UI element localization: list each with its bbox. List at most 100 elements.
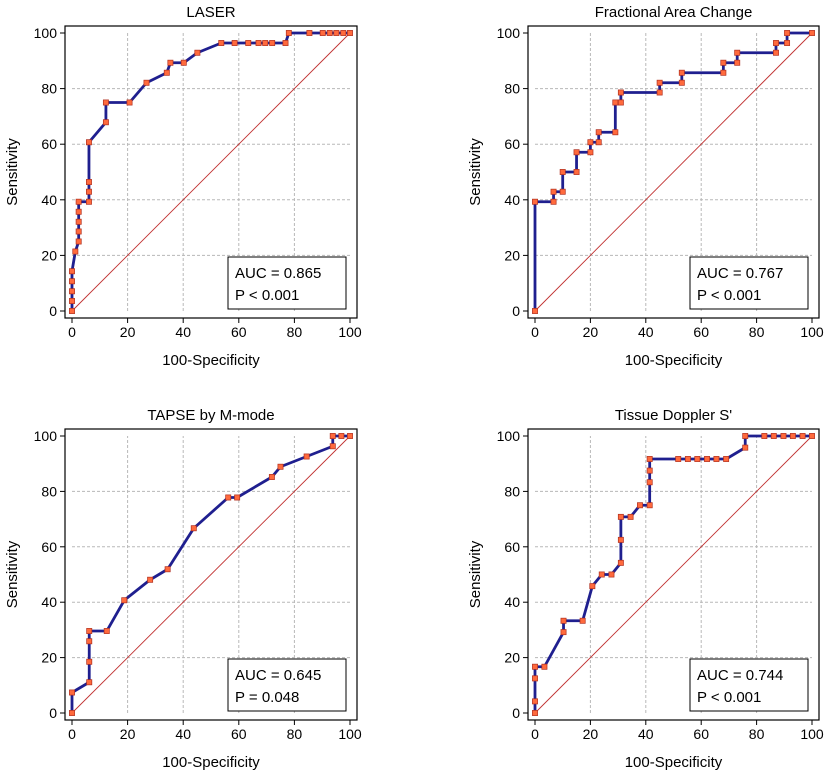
roc-point — [550, 198, 557, 205]
roc-point — [121, 597, 128, 604]
y-tick-label: 0 — [512, 303, 520, 319]
y-tick-label: 60 — [41, 136, 57, 152]
roc-point — [234, 494, 241, 501]
x-tick-label: 80 — [287, 726, 303, 742]
roc-point — [587, 139, 594, 146]
roc-point — [86, 679, 93, 686]
roc-point — [319, 30, 326, 36]
x-tick-label: 100 — [800, 324, 824, 340]
roc-point — [69, 689, 75, 696]
auc-value: AUC = 0.767 — [697, 265, 783, 282]
roc-point — [704, 456, 710, 462]
roc-point — [789, 433, 796, 439]
roc-point — [167, 59, 174, 66]
roc-point — [770, 433, 777, 439]
roc-point — [143, 79, 150, 86]
chart-title: TAPSE by M-mode — [147, 407, 274, 424]
y-tick-label: 40 — [41, 192, 57, 208]
x-tick-label: 80 — [749, 726, 765, 742]
roc-point — [269, 40, 276, 46]
roc-point — [809, 433, 815, 439]
x-tick-label: 60 — [231, 324, 247, 340]
roc-point — [595, 129, 602, 136]
roc-point — [773, 49, 779, 56]
roc-point — [86, 188, 92, 195]
y-tick-label: 100 — [497, 428, 521, 444]
roc-point — [338, 433, 345, 439]
y-axis-label: Sensitivity — [467, 540, 484, 608]
roc-point — [637, 502, 643, 509]
roc-point — [340, 30, 347, 36]
roc-point — [69, 710, 75, 716]
roc-point — [532, 308, 538, 314]
roc-point — [75, 208, 82, 215]
y-tick-label: 80 — [41, 81, 57, 97]
y-tick-label: 100 — [497, 25, 521, 41]
roc-panel-fractional-area-change: Fractional Area Change 0 20 40 60 80 100 0 20 40 6… — [467, 4, 824, 369]
roc-point — [69, 298, 75, 304]
x-tick-label: 40 — [175, 726, 191, 742]
y-tick-label: 0 — [49, 705, 57, 721]
p-value: P < 0.001 — [235, 287, 299, 304]
roc-point — [595, 139, 602, 146]
roc-point — [612, 99, 619, 106]
x-axis-label: 100-Specificity — [162, 352, 260, 369]
x-tick-label: 40 — [638, 324, 654, 340]
plot-frame — [64, 428, 358, 721]
roc-point — [532, 710, 538, 716]
roc-point — [587, 149, 594, 156]
roc-point — [268, 474, 275, 480]
roc-point — [678, 79, 685, 86]
roc-point — [86, 139, 92, 146]
reference-diagonal — [534, 32, 813, 312]
roc-point — [103, 628, 110, 634]
y-tick-label: 40 — [41, 594, 57, 610]
roc-point — [742, 444, 749, 451]
y-tick-label: 0 — [49, 303, 57, 319]
roc-point — [646, 502, 653, 509]
x-axis-label: 100-Specificity — [162, 754, 260, 771]
x-axis-label: 100-Specificity — [625, 754, 723, 771]
x-tick-label: 60 — [231, 726, 247, 742]
roc-point — [532, 198, 538, 205]
roc-point — [86, 638, 93, 645]
roc-point — [69, 308, 75, 314]
reference-diagonal — [534, 435, 813, 714]
p-value: P < 0.001 — [697, 689, 761, 706]
auc-value: AUC = 0.744 — [697, 667, 783, 684]
roc-curve — [70, 434, 350, 713]
roc-point — [713, 456, 720, 462]
roc-point — [742, 433, 749, 439]
roc-point — [347, 433, 353, 439]
roc-point — [675, 456, 682, 462]
roc-curve — [533, 434, 812, 713]
auc-box — [689, 658, 809, 712]
roc-point — [646, 479, 653, 486]
x-tick-label: 20 — [120, 726, 136, 742]
y-tick-label: 60 — [41, 539, 57, 555]
x-tick-label: 0 — [531, 324, 539, 340]
roc-point — [306, 30, 313, 36]
roc-point — [560, 629, 567, 636]
x-tick-label: 40 — [638, 726, 654, 742]
x-tick-label: 80 — [749, 324, 765, 340]
y-tick-label: 20 — [41, 247, 57, 263]
y-tick-label: 80 — [41, 483, 57, 499]
roc-point — [282, 40, 289, 46]
roc-point — [326, 30, 333, 36]
roc-point — [190, 525, 197, 532]
roc-point — [550, 188, 557, 195]
roc-point — [784, 40, 791, 46]
reference-diagonal — [71, 32, 351, 312]
y-tick-label: 20 — [41, 650, 57, 666]
roc-point — [86, 628, 93, 634]
roc-point — [720, 59, 727, 66]
roc-point — [734, 59, 741, 66]
roc-point — [218, 40, 225, 46]
roc-point — [617, 559, 624, 566]
roc-point — [589, 583, 596, 590]
roc-point — [164, 566, 171, 573]
roc-panel-tissue-doppler: Tissue Doppler S' 0 20 40 60 80 100 0 20 40 60 80 10… — [467, 407, 824, 771]
roc-point — [75, 238, 82, 245]
roc-point — [231, 40, 238, 46]
